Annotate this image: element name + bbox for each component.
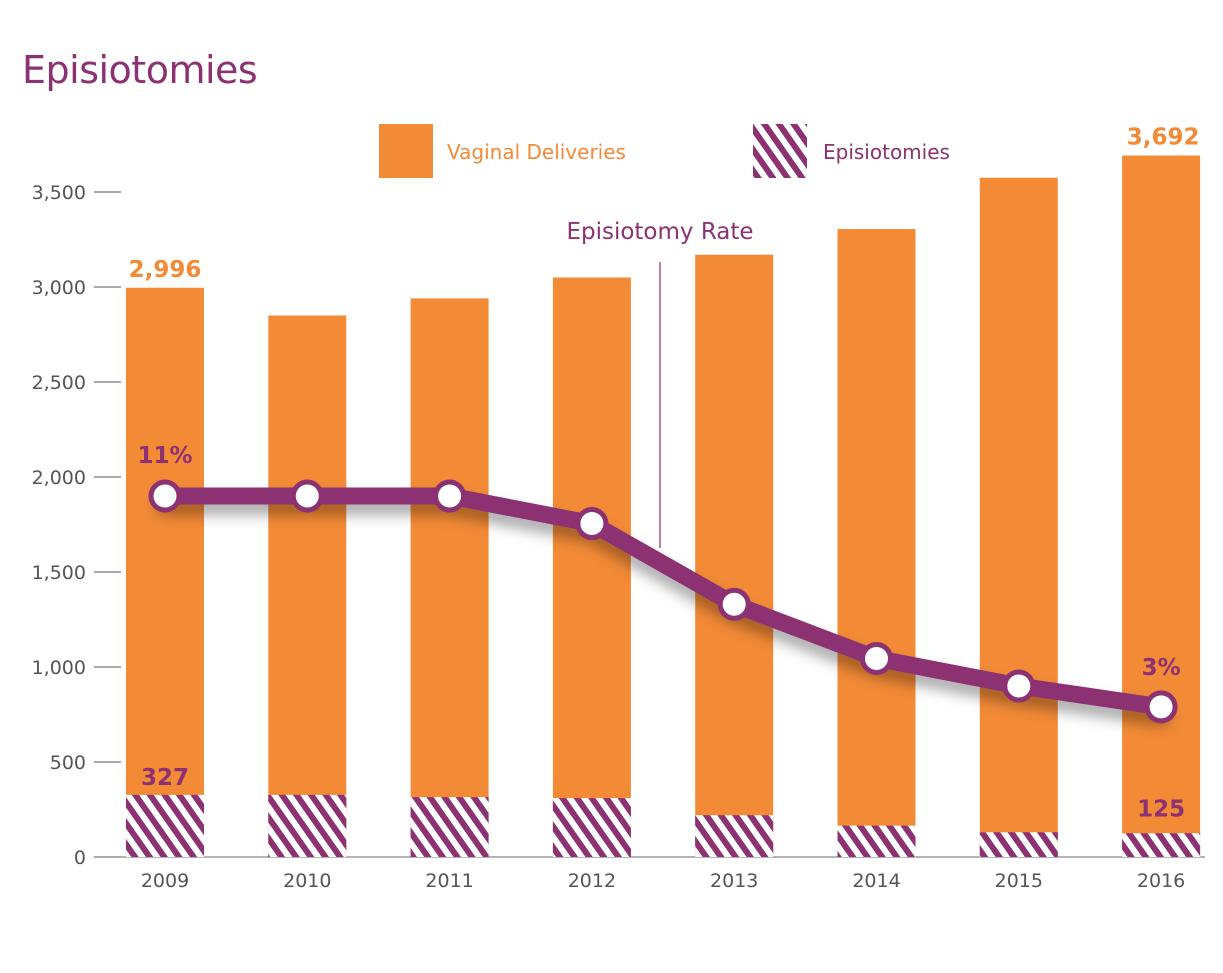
delivery-bar	[552, 277, 631, 857]
rate-annotation: Episiotomy Rate	[566, 219, 754, 548]
legend-label-episiotomies: Episiotomies	[823, 140, 950, 164]
rate-point	[1002, 669, 1036, 703]
episiotomy-bar	[1122, 833, 1201, 857]
delivery-bar	[979, 177, 1058, 857]
legend-label-vaginal-deliveries: Vaginal Deliveries	[447, 140, 626, 164]
rate-line	[156, 487, 1170, 716]
delivery-bar	[126, 287, 204, 857]
x-tick-label: 2009	[141, 870, 189, 892]
rate-point	[717, 587, 751, 621]
delivery-bar	[837, 229, 916, 858]
delivery-bar	[410, 298, 489, 857]
x-tick-label: 2016	[1137, 870, 1185, 892]
chart-title: Episiotomies	[22, 48, 258, 92]
y-tick-label: 2,000	[32, 467, 86, 489]
data-label: 3%	[1142, 655, 1181, 681]
data-label: 2,996	[129, 257, 202, 283]
rate-point	[433, 479, 467, 513]
rate-point	[290, 479, 324, 513]
x-tick-label: 2013	[710, 870, 758, 892]
x-tick-label: 2011	[425, 870, 473, 892]
episiotomy-bar	[979, 832, 1058, 857]
rate-line-group	[148, 479, 1178, 724]
x-tick-label: 2014	[852, 870, 900, 892]
episiotomy-bar	[410, 797, 489, 857]
data-label: 327	[141, 765, 189, 791]
episiotomy-bar	[268, 794, 347, 857]
y-tick-label: 2,500	[32, 372, 86, 394]
legend-swatch-vaginal-deliveries	[379, 124, 433, 178]
x-tick-label: 2015	[995, 870, 1043, 892]
y-tick-label: 500	[50, 752, 86, 774]
y-tick-label: 3,000	[32, 277, 86, 299]
episiotomy-bar	[552, 798, 631, 857]
y-tick-label: 1,000	[32, 657, 86, 679]
rate-annotation-label: Episiotomy Rate	[566, 219, 753, 245]
episiotomy-bar	[695, 815, 774, 857]
rate-point	[575, 507, 609, 541]
y-tick-label: 1,500	[32, 562, 86, 584]
delivery-bar	[1122, 155, 1201, 857]
rate-point	[148, 479, 182, 513]
x-axis: 2009 2010 2011 2012 2013 2014 2015 2016	[121, 856, 1205, 892]
data-labels: 2,996 3,692 327 125 11% 3%	[129, 125, 1200, 823]
x-tick-label: 2012	[568, 870, 616, 892]
episiotomy-bar	[837, 825, 916, 857]
x-tick-label: 2010	[283, 870, 331, 892]
data-label: 3,692	[1127, 125, 1200, 151]
delivery-bar	[268, 315, 347, 857]
data-label: 125	[1137, 796, 1185, 822]
y-axis: 0 500 1,000 1,500 2,000 2,500 3,000 3,500	[32, 182, 121, 869]
y-tick-label: 3,500	[32, 182, 86, 204]
bars	[126, 155, 1201, 858]
rate-point	[860, 641, 893, 675]
delivery-bar	[695, 254, 774, 857]
data-label: 11%	[137, 443, 192, 469]
episiotomy-bar	[126, 794, 204, 857]
legend-swatch-episiotomies	[753, 124, 807, 178]
legend: Vaginal Deliveries Episiotomies	[379, 124, 950, 178]
rate-point	[1144, 690, 1178, 724]
y-tick-label: 0	[74, 847, 86, 869]
